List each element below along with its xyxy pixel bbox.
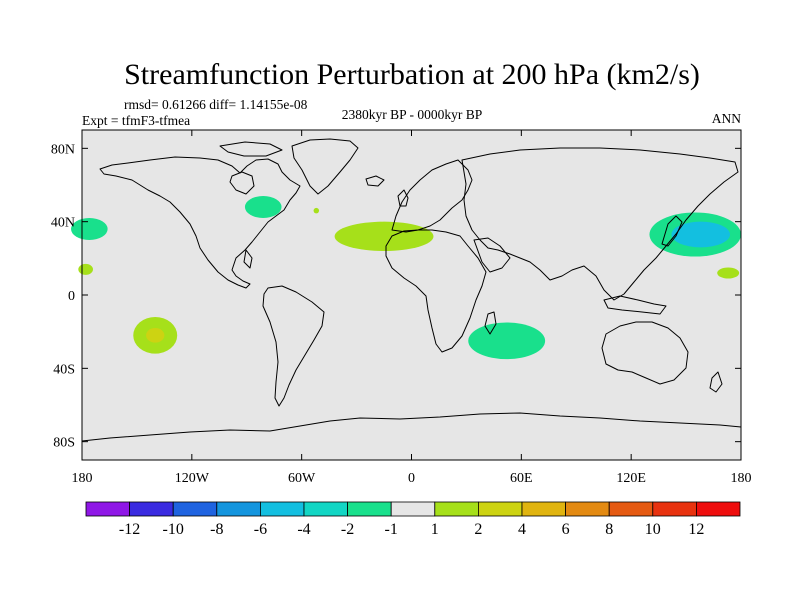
colorbar-label: -12	[119, 521, 140, 538]
x-tick-label: 120W	[175, 471, 210, 486]
colorbar-swatch	[259, 501, 305, 517]
coast-florida	[243, 249, 253, 269]
map-background	[82, 130, 741, 460]
anomaly-west-pacific-core	[671, 221, 731, 248]
colorbar-label: -4	[297, 521, 310, 538]
coast-hudson-bay	[229, 171, 255, 195]
coast-new-zealand	[709, 371, 723, 393]
colorbar-swatch	[216, 501, 261, 517]
anomaly-atlantic-speck-positive	[313, 207, 320, 214]
coast-asia	[461, 147, 739, 301]
y-tick-label: 40N	[51, 216, 75, 231]
colorbar-label: -1	[385, 521, 398, 538]
season-label: ANN	[712, 111, 741, 126]
stats-label: rmsd= 0.61266 diff= 1.14155e-08	[124, 97, 308, 112]
colorbar-swatch	[172, 501, 218, 517]
colorbar-label: 1	[431, 521, 439, 538]
colorbar-label: 10	[645, 521, 661, 538]
anomaly-north-pacific-east-positive	[78, 263, 93, 275]
colorbar-label: 4	[518, 521, 526, 538]
colorbar-swatch	[521, 501, 566, 517]
colorbar-label: -2	[341, 521, 354, 538]
y-tick-label: 80S	[53, 436, 75, 451]
colorbar-swatch	[477, 501, 523, 517]
coast-iceland	[365, 175, 385, 187]
colorbar-label: 6	[562, 521, 570, 538]
colorbar-swatch	[85, 501, 130, 517]
colorbar: -12 -10 -8 -6 -4 -2 -1 1 2 4 6 8 10 12	[85, 501, 741, 538]
coast-madagascar	[484, 311, 497, 335]
colorbar-swatch	[652, 501, 697, 517]
coast-maritime-continent	[603, 295, 667, 315]
coastlines	[81, 138, 742, 442]
coast-antarctica	[81, 412, 742, 442]
anomaly-west-pacific-positive	[717, 267, 740, 279]
colorbar-label: 12	[688, 521, 704, 538]
coast-north-america	[99, 156, 301, 289]
coast-japan	[661, 215, 683, 247]
coast-south-america	[262, 285, 325, 407]
x-tick-label: 60E	[510, 471, 533, 486]
colorbar-label: -6	[254, 521, 267, 538]
chart-title: Streamfunction Perturbation at 200 hPa (…	[124, 58, 700, 91]
colorbar-swatch	[390, 501, 436, 517]
anomaly-north-atlantic-positive	[334, 221, 434, 251]
map-panel: 180 120W 60W 0 60E 120E 180 80N 40N 0 40S 80S	[51, 129, 752, 486]
x-tick-label: 180	[731, 471, 752, 486]
x-tick-label: 60W	[288, 471, 316, 486]
x-tick-label: 0	[408, 471, 415, 486]
colorbar-swatch	[347, 501, 392, 517]
y-tick-label: 80N	[51, 142, 75, 157]
coast-australia	[601, 321, 689, 385]
coast-africa	[385, 229, 487, 353]
colorbar-label: 2	[474, 521, 482, 538]
anomaly-layer	[71, 196, 741, 360]
y-tick-label: 0	[68, 289, 75, 304]
x-tick-label: 120E	[616, 471, 646, 486]
colorbar-label: -10	[163, 521, 184, 538]
colorbar-swatch	[129, 501, 174, 517]
period-label: 2380kyr BP - 0000kyr BP	[342, 107, 483, 122]
colorbar-swatch	[608, 501, 654, 517]
axis-ticks: 180 120W 60W 0 60E 120E 180 80N 40N 0 40S 80S	[51, 130, 752, 486]
colorbar-swatch	[696, 501, 741, 517]
coast-arctic-islands	[219, 141, 283, 157]
anomaly-great-lakes-negative	[244, 196, 282, 218]
experiment-label: Expt = tfmF3-tfmea	[82, 113, 190, 128]
colorbar-swatch	[434, 501, 479, 517]
coast-europe	[391, 159, 473, 233]
coast-arabia	[473, 237, 511, 273]
colorbar-swatch	[565, 501, 610, 517]
y-tick-label: 40S	[53, 362, 75, 377]
colorbar-label: -8	[210, 521, 223, 538]
coast-greenland	[291, 138, 359, 195]
anomaly-south-indian-negative	[468, 322, 546, 360]
x-tick-label: 180	[72, 471, 93, 486]
anomaly-south-pacific-core	[146, 328, 165, 343]
colorbar-swatch	[303, 501, 348, 517]
anomaly-north-pacific-east-negative	[71, 218, 108, 240]
coast-british-isles	[397, 189, 409, 207]
colorbar-label: 8	[605, 521, 613, 538]
